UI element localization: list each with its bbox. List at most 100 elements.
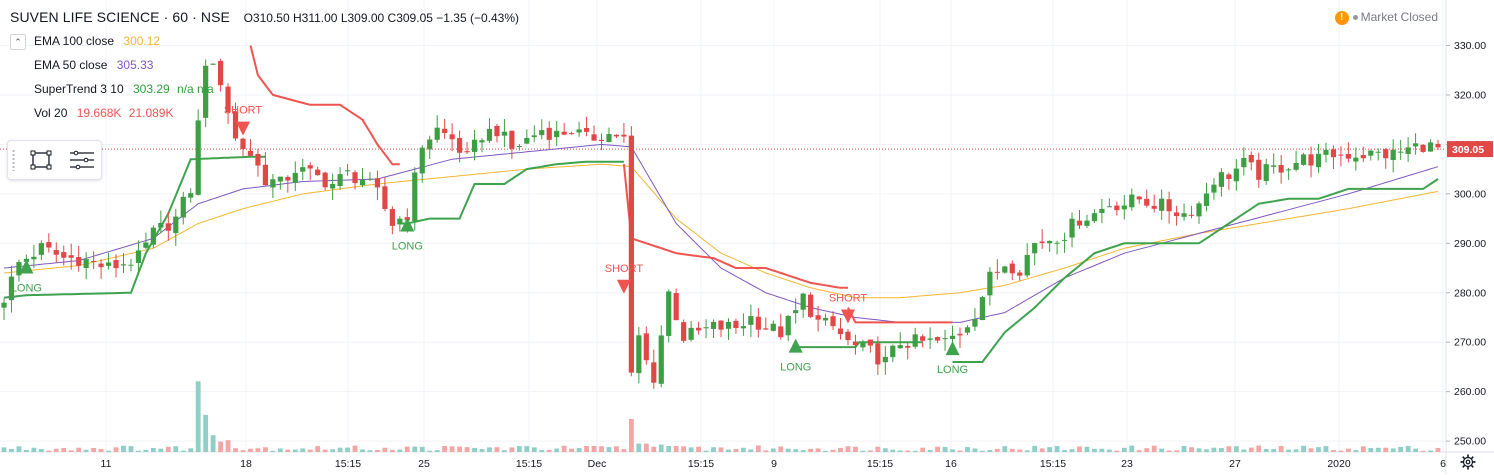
drag-handle-icon[interactable] xyxy=(12,149,15,171)
signal-markers: LONG SHORT LONG SHORT LONG SHORT LONG xyxy=(11,105,968,377)
volume-bar xyxy=(1144,448,1150,452)
indicator-volume[interactable]: Vol 20 19.668K 21.089K xyxy=(34,106,174,120)
volume-bar xyxy=(1,447,7,452)
candle-body xyxy=(1330,149,1337,158)
candle-body xyxy=(539,130,545,136)
candle-body xyxy=(636,335,642,374)
volume-bar xyxy=(345,447,350,452)
market-status[interactable]: ! Market Closed xyxy=(1334,10,1438,25)
volume-bar xyxy=(658,444,664,452)
candle-body xyxy=(83,259,89,268)
time-tick-label: 15:15 xyxy=(867,458,893,470)
candle-body xyxy=(150,227,156,245)
time-tick-label: 27 xyxy=(1229,458,1241,470)
candle-body xyxy=(583,128,590,132)
volume-bar xyxy=(24,450,29,452)
volume-bar xyxy=(76,447,82,452)
candle-body xyxy=(1211,184,1217,193)
settings-lines-icon[interactable] xyxy=(68,150,96,170)
candle-body xyxy=(785,315,791,336)
price-axis[interactable]: 330.00320.00310.00300.00290.00280.00270.… xyxy=(1446,40,1493,448)
volume-bar xyxy=(1398,446,1404,452)
collapse-caret-icon[interactable]: ⌃ xyxy=(10,34,26,50)
volume-bar xyxy=(972,448,978,452)
candle-body xyxy=(770,323,776,331)
indicator-value: 19.668K xyxy=(76,106,122,120)
candle-body xyxy=(606,134,612,142)
short-arrow-icon xyxy=(840,309,855,324)
volume-bar xyxy=(61,448,67,452)
rectangle-tool-icon[interactable] xyxy=(30,150,52,170)
candle-body xyxy=(681,322,687,341)
candle-body xyxy=(232,111,239,139)
candle-body xyxy=(666,291,672,336)
candle-body xyxy=(315,169,321,176)
candle-body xyxy=(554,130,560,138)
volume-bar xyxy=(449,446,455,452)
candle-body xyxy=(1390,149,1396,160)
time-tick-label: 15:15 xyxy=(335,458,361,470)
price-tick-label: 290.00 xyxy=(1454,238,1486,250)
candle-body xyxy=(203,65,209,118)
candle-body xyxy=(621,134,627,137)
price-tick-label: 250.00 xyxy=(1454,436,1486,448)
volume-bar xyxy=(494,447,500,452)
price-tick-label: 330.00 xyxy=(1454,40,1486,52)
volume-bar xyxy=(726,449,731,452)
volume-bar xyxy=(502,450,507,452)
volume-bar xyxy=(1428,450,1433,452)
time-axis[interactable]: 11 18 15:15 25 15:15 Dec 15:15 9 15:15 16 15:15 23 2… xyxy=(101,458,1447,470)
volume-bar xyxy=(711,447,716,452)
volume-bar xyxy=(920,447,926,452)
volume-bar xyxy=(337,447,343,452)
candle-body xyxy=(569,133,575,135)
candle-body xyxy=(277,176,283,182)
gear-icon[interactable] xyxy=(1460,454,1476,470)
drawing-toolbox[interactable] xyxy=(7,140,102,180)
volume-bar xyxy=(584,446,589,452)
candle-body xyxy=(1271,165,1277,167)
indicator-supertrend[interactable]: SuperTrend 3 10 303.29 n/a n/a xyxy=(34,82,214,96)
candle-body xyxy=(673,293,679,321)
volume-bar xyxy=(1375,447,1381,452)
candle-body xyxy=(359,180,366,186)
time-tick-label: 16 xyxy=(945,458,957,470)
volume-bar xyxy=(322,449,328,452)
candle-body xyxy=(1218,172,1225,187)
candle-body xyxy=(165,223,171,231)
volume-bar xyxy=(464,447,470,452)
volume-bar xyxy=(651,446,657,452)
candle-body xyxy=(1069,218,1075,238)
volume-bar xyxy=(352,445,358,452)
volume-bar xyxy=(225,440,231,452)
volume-bar xyxy=(457,446,462,452)
candle-body xyxy=(1047,240,1053,244)
volume-bar xyxy=(404,446,410,452)
candle-body xyxy=(1427,142,1434,152)
symbol-title[interactable]: SUVEN LIFE SCIENCE · 60 · NSE xyxy=(10,9,230,25)
volume-bar xyxy=(53,448,59,452)
volume-bar xyxy=(1219,448,1224,452)
time-tick-label: 2020 xyxy=(1327,458,1351,470)
volume-bar xyxy=(1032,445,1038,452)
candle-body xyxy=(135,250,142,264)
candle-body xyxy=(31,256,37,260)
volume-bar xyxy=(83,449,89,452)
candle-body xyxy=(927,338,933,340)
indicator-ema100[interactable]: ⌃ EMA 100 close 300.12 xyxy=(10,34,160,50)
candle-body xyxy=(1241,157,1247,168)
volume-bar xyxy=(636,443,642,452)
volume-bar xyxy=(1017,449,1023,452)
candle-body xyxy=(1039,241,1045,244)
volume-bar xyxy=(375,450,380,452)
candle-body xyxy=(822,317,829,321)
candle-body xyxy=(598,139,605,142)
volume-bar xyxy=(106,450,111,452)
volume-bar xyxy=(845,446,851,452)
volume-bar xyxy=(980,450,985,452)
candle-body xyxy=(1181,213,1187,217)
price-tick-label: 270.00 xyxy=(1454,337,1486,349)
indicator-ema50[interactable]: EMA 50 close 305.33 xyxy=(34,58,153,72)
time-tick-label: 9 xyxy=(771,458,777,470)
